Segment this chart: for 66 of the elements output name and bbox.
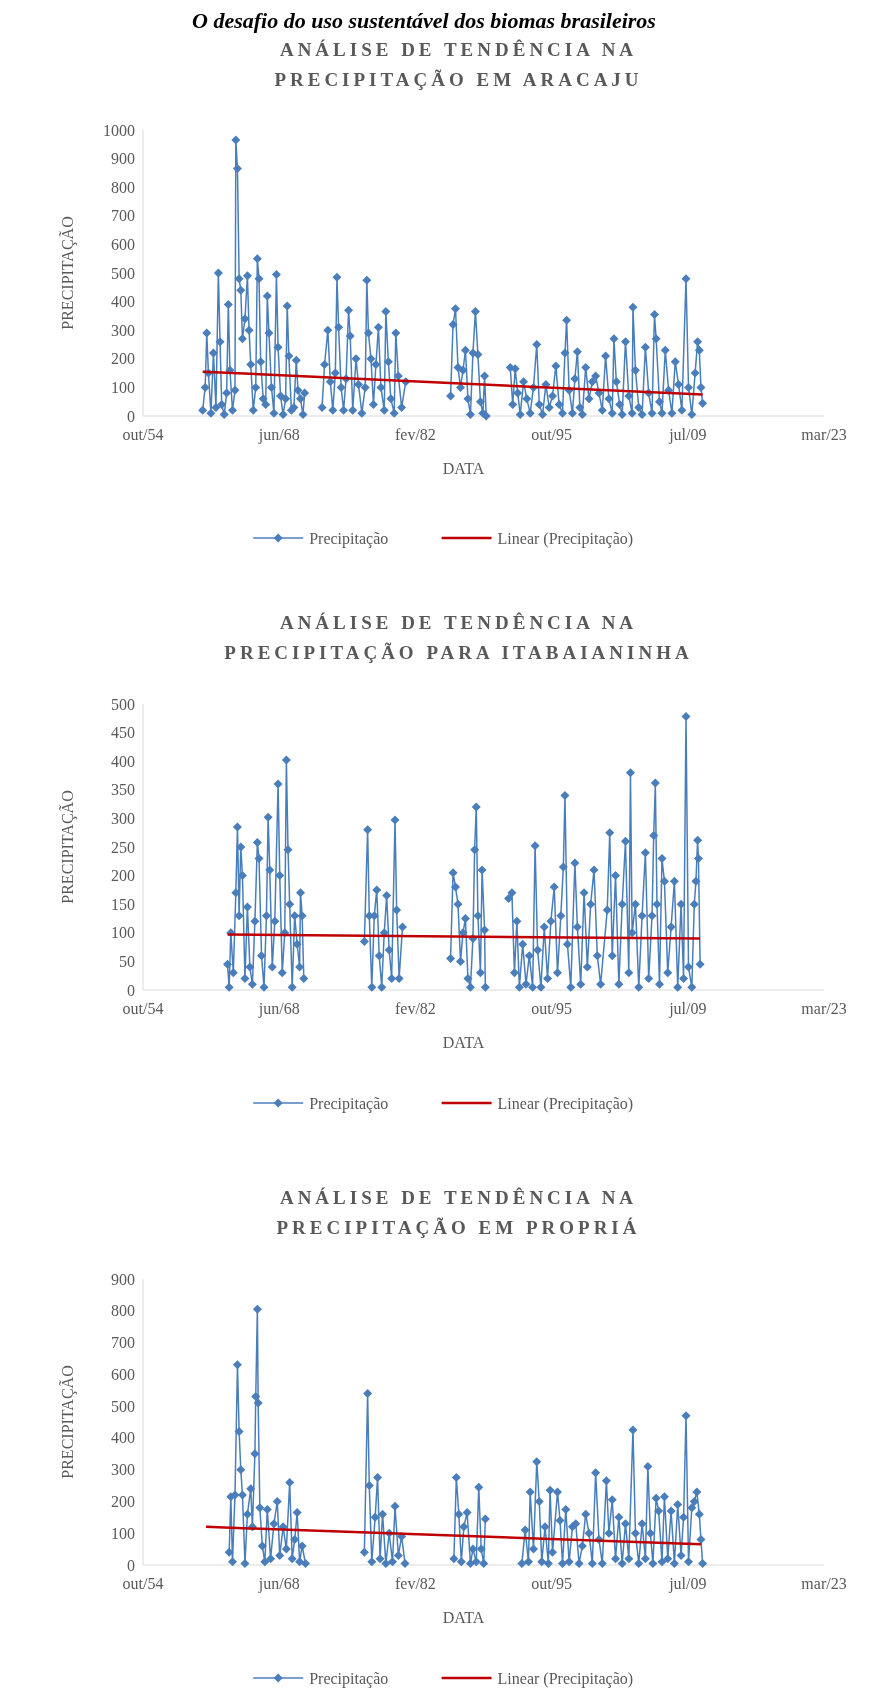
x-tick-label: out/95 bbox=[531, 1575, 573, 1592]
x-tick-label: out/54 bbox=[122, 1575, 164, 1592]
y-tick-label: 300 bbox=[111, 810, 135, 827]
legend-label: Precipitação bbox=[309, 1094, 389, 1113]
x-tick-label: out/54 bbox=[122, 1000, 164, 1017]
x-tick-label: jun/68 bbox=[257, 1000, 300, 1018]
y-tick-label: 100 bbox=[111, 1524, 135, 1542]
x-tick-label: fev/82 bbox=[394, 1575, 436, 1592]
x-axis-title: DATA bbox=[442, 1034, 485, 1051]
chart-title: ANÁLISE DE TENDÊNCIA NA PRECIPITAÇÃO PARA ITABAIANINHA bbox=[224, 612, 693, 663]
y-tick-label: 500 bbox=[111, 264, 135, 282]
chart-title: ANÁLISE DE TENDÊNCIA NA PRECIPITAÇÃO EM ARACAJU bbox=[274, 39, 643, 90]
y-tick-label: 50 bbox=[119, 953, 135, 970]
y-tick-label: 700 bbox=[111, 1334, 135, 1352]
y-tick-label: 800 bbox=[111, 1302, 135, 1320]
y-tick-label: 150 bbox=[111, 895, 135, 913]
y-tick-label: 200 bbox=[111, 867, 135, 885]
y-tick-label: 450 bbox=[111, 724, 135, 742]
y-tick-label: 900 bbox=[111, 1270, 135, 1288]
y-tick-label: 400 bbox=[111, 1429, 135, 1447]
y-tick-label: 0 bbox=[127, 981, 135, 999]
x-tick-label: jul/09 bbox=[668, 1000, 707, 1018]
y-tick-label: 100 bbox=[111, 924, 135, 942]
y-tick-label: 900 bbox=[111, 150, 135, 168]
y-tick-label: 400 bbox=[111, 752, 135, 770]
y-tick-label: 250 bbox=[111, 838, 135, 856]
x-tick-label: jul/09 bbox=[668, 1575, 707, 1593]
y-tick-label: 350 bbox=[111, 781, 135, 799]
y-tick-label: 300 bbox=[111, 321, 135, 339]
y-axis-title: PRECIPITAÇÃO bbox=[59, 216, 77, 330]
y-tick-label: 500 bbox=[111, 695, 135, 713]
x-tick-label: out/95 bbox=[531, 1000, 573, 1017]
x-tick-label: jun/68 bbox=[257, 1575, 300, 1593]
text: O desafio do uso sustentável dos biomas brasileiros bbox=[192, 8, 656, 33]
x-tick-label: mar/23 bbox=[801, 1000, 847, 1017]
x-tick-label: jul/09 bbox=[668, 426, 707, 444]
x-tick-label: out/95 bbox=[531, 426, 573, 443]
x-tick-label: jun/68 bbox=[257, 426, 300, 444]
x-axis-title: DATA bbox=[442, 1609, 485, 1626]
x-tick-label: fev/82 bbox=[394, 426, 436, 443]
y-tick-label: 600 bbox=[111, 236, 135, 253]
y-tick-label: 0 bbox=[127, 407, 135, 425]
y-tick-label: 700 bbox=[111, 207, 135, 225]
x-tick-label: mar/23 bbox=[801, 1575, 847, 1592]
legend-label: Linear (Precipitação) bbox=[497, 1094, 634, 1113]
y-tick-label: 300 bbox=[111, 1461, 135, 1479]
y-tick-label: 100 bbox=[111, 379, 135, 396]
y-tick-label: 600 bbox=[111, 1365, 135, 1383]
legend-label: Linear (Precipitação) bbox=[497, 1669, 634, 1688]
y-tick-label: 200 bbox=[111, 1493, 135, 1511]
x-tick-label: fev/82 bbox=[394, 1000, 436, 1017]
x-tick-label: mar/23 bbox=[801, 426, 847, 443]
y-tick-label: 0 bbox=[127, 1556, 135, 1574]
x-tick-label: out/54 bbox=[122, 426, 164, 443]
chart-title: ANÁLISE DE TENDÊNCIA NA PRECIPITAÇÃO EM PROPRIÁ bbox=[276, 1187, 641, 1238]
y-axis-title: PRECIPITAÇÃO bbox=[59, 790, 77, 904]
y-axis-title: PRECIPITAÇÃO bbox=[59, 1365, 77, 1479]
y-tick-label: 500 bbox=[111, 1397, 135, 1415]
x-axis-title: DATA bbox=[442, 460, 485, 477]
legend-label: Precipitação bbox=[309, 1669, 389, 1688]
y-tick-label: 400 bbox=[111, 293, 135, 311]
y-tick-label: 200 bbox=[111, 350, 135, 368]
y-tick-label: 1000 bbox=[103, 121, 135, 139]
legend-label: Linear (Precipitação) bbox=[497, 529, 634, 548]
y-tick-label: 800 bbox=[111, 178, 135, 196]
legend-label: Precipitação bbox=[309, 529, 389, 548]
